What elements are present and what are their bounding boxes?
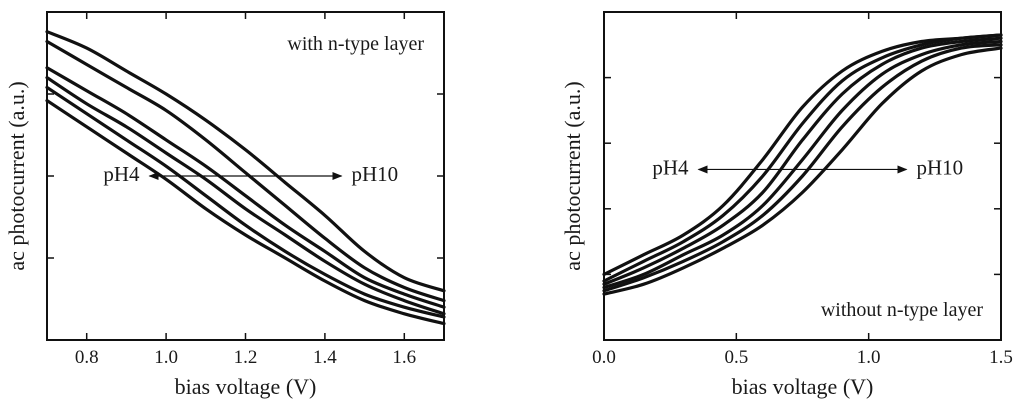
left-y-axis-label: ac photocurrent (a.u.) [4, 81, 29, 270]
right-axis-ticks: 0.0 0.5 1.0 1.5 [592, 12, 1013, 368]
series-curve-2 [45, 85, 446, 319]
right-y-axis-label: ac photocurrent (a.u.) [560, 81, 585, 270]
left-axis-ticks: 0.8 1.0 1.2 1.4 1.6 [47, 12, 444, 368]
left-ph4-label: pH4 [103, 162, 140, 186]
left-chart-panel: 0.8 1.0 1.2 1.4 1.6 with n-type layer pH4 pH… [4, 11, 446, 399]
series-curve-4 [45, 66, 446, 309]
x-tick-label: 1.5 [989, 347, 1013, 368]
x-tick-label: 1.2 [234, 347, 258, 368]
x-tick-label: 1.6 [392, 347, 416, 368]
x-tick-label: 1.0 [857, 347, 881, 368]
series-curve-6 [45, 30, 446, 293]
right-ph4-label: pH4 [652, 155, 689, 179]
series-curve-1 [45, 99, 446, 326]
left-ph10-label: pH10 [352, 162, 399, 186]
series-curve-5 [602, 43, 1003, 293]
left-annotation: with n-type layer [287, 33, 424, 55]
right-annotation: without n-type layer [821, 299, 984, 321]
right-chart-curves [602, 33, 1003, 296]
left-chart-curves [45, 30, 446, 326]
series-curve-1 [602, 33, 1003, 276]
series-curve-3 [602, 36, 1003, 286]
series-curve-6 [602, 46, 1003, 296]
series-curve-3 [45, 76, 446, 316]
right-plot-frame [603, 11, 1002, 341]
x-tick-label: 0.5 [724, 347, 748, 368]
right-ph10-label: pH10 [917, 155, 964, 179]
x-tick-label: 0.0 [592, 347, 616, 368]
series-curve-4 [602, 39, 1003, 290]
x-tick-label: 1.0 [154, 347, 178, 368]
series-curve-5 [45, 39, 446, 303]
right-x-axis-label: bias voltage (V) [732, 374, 874, 399]
right-chart-panel: 0.0 0.5 1.0 1.5 without n-type layer pH4 pH… [560, 11, 1013, 399]
x-tick-label: 0.8 [75, 347, 99, 368]
x-tick-label: 1.4 [313, 347, 337, 368]
series-curve-2 [602, 33, 1003, 283]
left-x-axis-label: bias voltage (V) [175, 374, 317, 399]
